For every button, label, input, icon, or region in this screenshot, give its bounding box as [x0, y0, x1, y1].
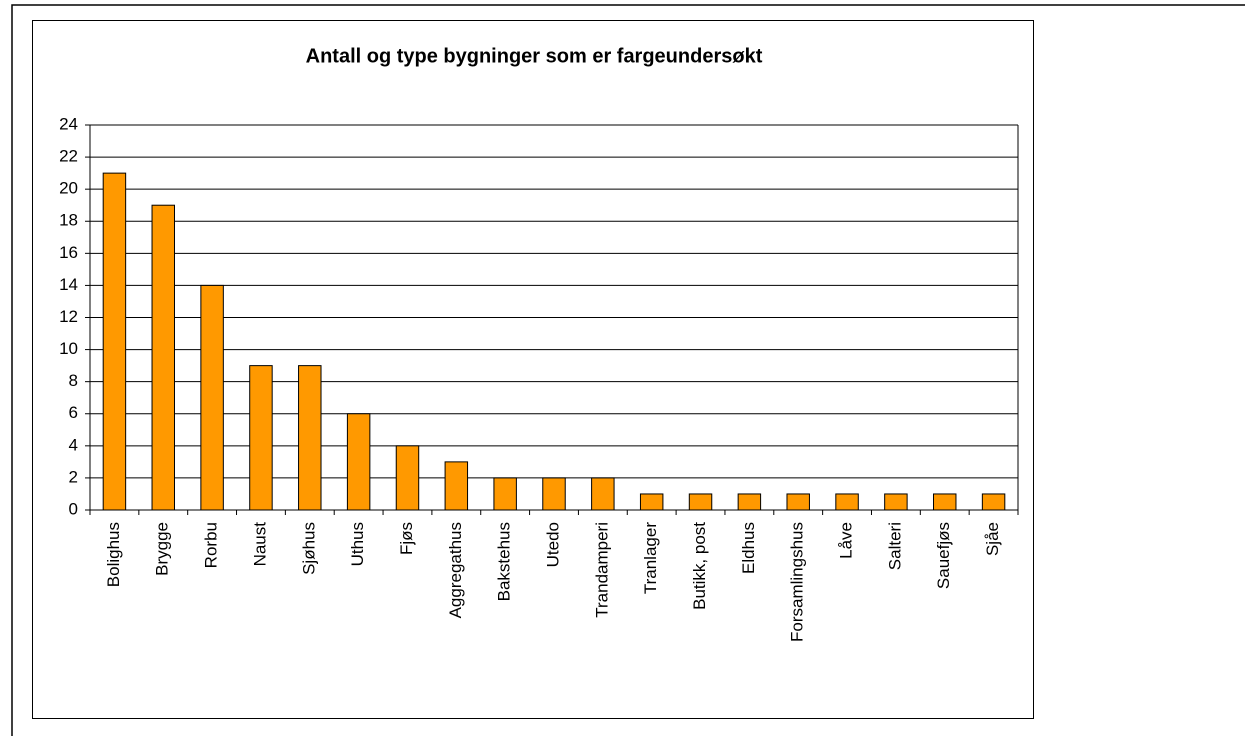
bar	[981, 493, 1006, 511]
bar	[591, 477, 615, 511]
y-tick-label: 18	[59, 211, 78, 230]
bar	[102, 172, 127, 511]
y-tick-label: 14	[59, 275, 78, 294]
y-tick-label: 2	[69, 467, 78, 486]
bar	[542, 477, 566, 511]
bar	[639, 493, 664, 511]
y-tick-label: 6	[69, 403, 78, 422]
y-tick-label: 16	[59, 243, 78, 262]
bar	[200, 284, 224, 511]
x-tick-label: Sjøhus	[299, 522, 318, 575]
bar	[786, 493, 810, 511]
bar	[737, 493, 762, 511]
x-tick-label: Butikk, post	[690, 522, 709, 610]
bar	[395, 445, 420, 511]
x-tick-label: Utedo	[543, 522, 562, 567]
bar	[493, 477, 517, 511]
bar	[884, 493, 908, 511]
x-tick-label: Forsamlingshus	[788, 522, 807, 642]
y-tick-label: 4	[69, 435, 78, 454]
y-tick-label: 20	[59, 179, 78, 198]
x-tick-label: Sjåe	[983, 522, 1002, 556]
y-tick-label: 8	[69, 371, 78, 390]
x-tick-label: Bolighus	[104, 522, 123, 587]
x-tick-label: Salteri	[885, 522, 904, 570]
y-tick-label: 10	[59, 339, 78, 358]
x-tick-label: Eldhus	[739, 522, 758, 574]
chart-border	[32, 20, 1034, 719]
x-tick-label: Bakstehus	[495, 522, 514, 601]
y-tick-label: 22	[59, 147, 78, 166]
bar	[688, 493, 713, 511]
bar	[298, 365, 322, 511]
bar	[933, 493, 957, 511]
outer-frame	[11, 4, 1245, 736]
x-tick-label: Rorbu	[202, 522, 221, 568]
bar	[444, 461, 469, 511]
x-tick-label: Naust	[250, 522, 269, 567]
x-tick-label: Låve	[837, 522, 856, 559]
y-tick-label: 0	[69, 499, 78, 518]
x-tick-label: Trandamperi	[592, 522, 611, 618]
bar	[151, 204, 175, 511]
x-tick-label: Sauefjøs	[934, 522, 953, 589]
x-tick-label: Aggregathus	[446, 522, 465, 618]
x-tick-label: Tranlager	[641, 522, 660, 594]
x-tick-label: Fjøs	[397, 522, 416, 555]
x-tick-label: Brygge	[153, 522, 172, 576]
bar	[835, 493, 859, 511]
y-tick-label: 12	[59, 307, 78, 326]
bar	[346, 413, 371, 511]
bar	[249, 365, 273, 511]
y-tick-label: 24	[59, 114, 78, 133]
x-tick-label: Uthus	[348, 522, 367, 566]
chart-title: Antall og type bygninger som er fargeund…	[306, 45, 763, 67]
